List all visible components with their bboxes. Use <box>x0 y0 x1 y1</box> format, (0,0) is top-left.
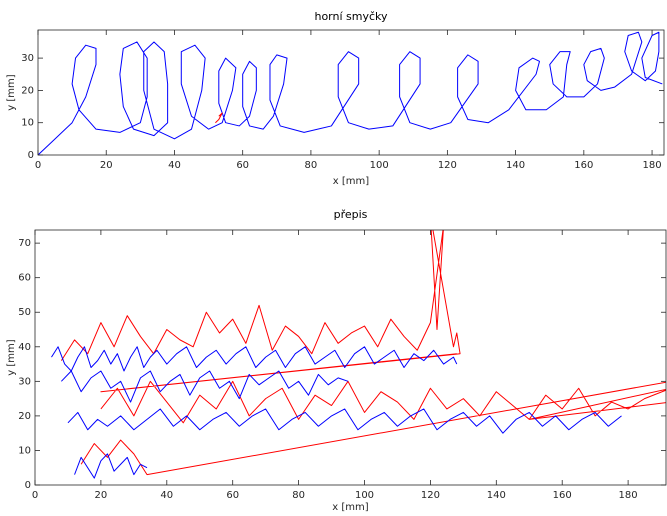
x-tick-label: 140 <box>506 160 525 171</box>
x-axis-label: x [mm] <box>333 176 369 187</box>
trace-line <box>60 230 666 476</box>
x-tick-label: 0 <box>35 160 41 171</box>
x-tick-label: 160 <box>553 490 572 501</box>
y-tick-label: 20 <box>21 85 34 96</box>
y-tick-label: 30 <box>18 376 31 387</box>
x-tick-label: 60 <box>226 490 239 501</box>
plot-area <box>38 31 663 155</box>
trace-line <box>51 346 622 479</box>
y-tick-label: 0 <box>25 480 31 491</box>
x-tick-label: 100 <box>370 160 389 171</box>
y-tick-label: 70 <box>18 238 31 249</box>
trace-line <box>38 31 663 155</box>
trace-line <box>215 112 223 124</box>
axes-box <box>34 229 667 486</box>
y-axis-label: y [mm] <box>6 339 17 375</box>
x-tick-label: 40 <box>160 490 173 501</box>
y-axis-label: y [mm] <box>6 74 17 110</box>
x-tick-label: 100 <box>355 490 374 501</box>
x-tick-label: 0 <box>32 490 38 501</box>
x-tick-label: 40 <box>168 160 181 171</box>
x-tick-label: 20 <box>95 490 108 501</box>
x-tick-label: 120 <box>421 490 440 501</box>
y-tick-label: 60 <box>18 273 31 284</box>
x-tick-label: 180 <box>619 490 638 501</box>
x-tick-label: 140 <box>487 490 506 501</box>
chart-title: horní smyčky <box>314 10 388 23</box>
x-tick-label: 120 <box>438 160 457 171</box>
x-tick-label: 80 <box>305 160 318 171</box>
x-tick-label: 180 <box>643 160 662 171</box>
y-tick-label: 40 <box>18 342 31 353</box>
y-tick-label: 10 <box>21 118 34 129</box>
y-tick-label: 20 <box>18 411 31 422</box>
x-tick-label: 80 <box>292 490 305 501</box>
plot-area <box>51 230 666 479</box>
x-tick-label: 160 <box>574 160 593 171</box>
x-axis-label: x [mm] <box>332 502 368 513</box>
y-tick-label: 50 <box>18 307 31 318</box>
chart-title: přepis <box>334 208 368 221</box>
x-tick-label: 20 <box>100 160 113 171</box>
axes-box <box>37 29 665 156</box>
y-tick-label: 30 <box>21 53 34 64</box>
y-tick-label: 10 <box>18 445 31 456</box>
x-tick-label: 60 <box>236 160 249 171</box>
y-tick-label: 0 <box>28 150 34 161</box>
